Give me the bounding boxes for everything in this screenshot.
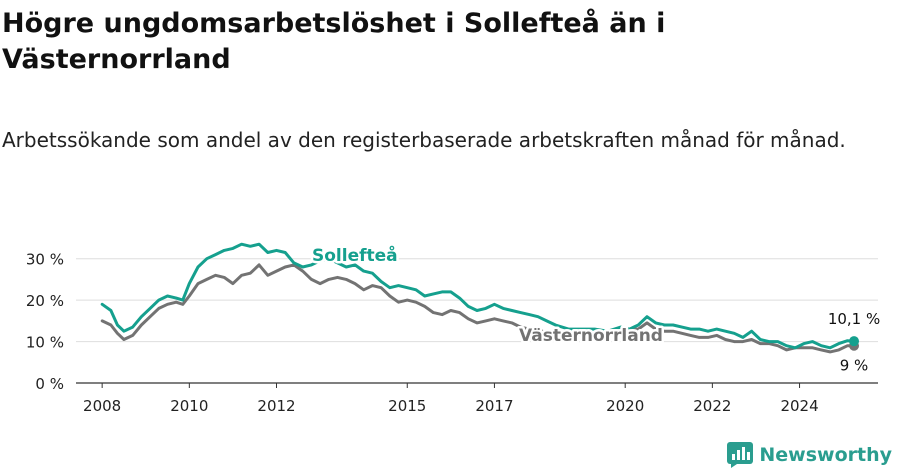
series-line-vasternorrland: [100, 263, 856, 354]
x-tick-label: 2020: [606, 397, 644, 415]
chart-title: Högre ungdomsarbetslöshet i Sollefteå än…: [2, 8, 666, 75]
chart-subtitle: Arbetssökande som andel av den registerb…: [2, 128, 846, 152]
end-label-vasternorrland: 9 %: [840, 357, 869, 375]
x-tick-label: 2010: [170, 397, 208, 415]
y-tick-label: 30 %: [26, 251, 64, 269]
brand-name: Newsworthy: [759, 444, 892, 466]
x-tick-label: 2024: [780, 397, 818, 415]
y-tick-label: 10 %: [26, 334, 64, 352]
series-lines: [100, 242, 860, 354]
end-label-solleftea: 10,1 %: [828, 310, 880, 328]
y-axis-tick-labels: 0 % 10 % 20 % 30 %: [26, 251, 64, 393]
y-tick-label: 0 %: [35, 375, 64, 393]
y-tick-label: 20 %: [26, 292, 64, 310]
x-tick-label: 2008: [83, 397, 121, 415]
x-tick-label: 2017: [475, 397, 513, 415]
series-labels: SollefteåSollefteåVästernorrlandVästerno…: [310, 242, 883, 377]
newsworthy-logo-icon: [727, 442, 754, 468]
series-label-vasternorrland: Västernorrland: [519, 326, 663, 346]
end-point-solleftea: [849, 336, 860, 347]
x-axis: 2008 2010 2012 2015 2017 2020 2022 2024: [76, 382, 878, 415]
x-tick-label: 2012: [257, 397, 295, 415]
end-label-vasternorrland-halo: 9 %: [840, 357, 869, 375]
series-label-vasternorrland-halo: Västernorrland: [519, 326, 663, 346]
x-tick-label: 2015: [388, 397, 426, 415]
series-label-solleftea-halo: Sollefteå: [312, 244, 398, 266]
newsworthy-brand[interactable]: Newsworthy: [727, 442, 892, 468]
end-label-solleftea-halo: 10,1 %: [828, 310, 880, 328]
x-tick-label: 2022: [693, 397, 731, 415]
series-label-solleftea: Sollefteå: [312, 244, 398, 266]
series-line-solleftea: [100, 242, 856, 350]
